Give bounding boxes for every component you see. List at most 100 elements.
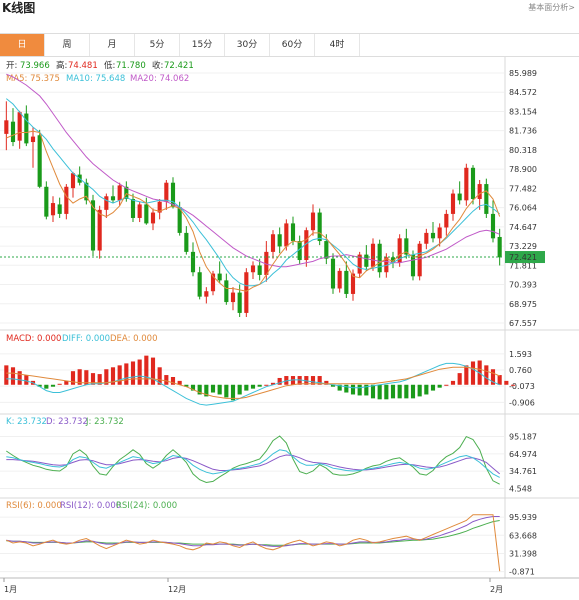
diff-label: DIFF: 0.000 xyxy=(62,334,110,344)
candle-up xyxy=(477,184,482,199)
candle-down xyxy=(317,212,322,242)
tab-2[interactable]: 月 xyxy=(90,34,135,56)
tab-5[interactable]: 30分 xyxy=(225,34,270,56)
macd-bar xyxy=(417,384,422,397)
price-tick-label: 76.064 xyxy=(509,204,537,213)
tab-7[interactable]: 4时 xyxy=(315,34,360,56)
macd-bar xyxy=(410,384,416,399)
candle-up xyxy=(357,254,362,274)
macd-legend: MACD: 0.000 DIFF: 0.000 DEA: 0.000 xyxy=(6,334,157,344)
price-tick-label: 67.557 xyxy=(509,319,537,328)
candle-up xyxy=(270,234,276,252)
candle-up xyxy=(370,243,376,267)
candle-up xyxy=(30,136,36,143)
tab-4[interactable]: 15分 xyxy=(180,34,225,56)
candle-up xyxy=(244,272,249,313)
candle-down xyxy=(290,223,296,242)
rsi-tick-label: 31.398 xyxy=(509,549,537,558)
candle-up xyxy=(264,251,269,275)
macd-bar xyxy=(84,370,89,385)
macd-bar xyxy=(424,384,429,395)
macd-bar xyxy=(177,380,182,385)
macd-bar xyxy=(504,380,509,385)
macd-bar xyxy=(197,384,202,395)
close-label: 收: xyxy=(152,60,163,71)
macd-bar xyxy=(257,384,262,387)
price-tick-label: 71.811 xyxy=(509,261,537,270)
macd-bar xyxy=(97,374,102,385)
time-axis-label: 1月 xyxy=(4,585,17,594)
candle-down xyxy=(364,254,369,267)
macd-bar xyxy=(404,384,409,399)
tab-0[interactable]: 日 xyxy=(0,34,45,56)
macd-bar xyxy=(150,357,156,385)
k-label: K: 23.732 xyxy=(6,417,47,427)
candle-down xyxy=(470,167,476,199)
candle-up xyxy=(230,292,236,303)
rsi-tick-label: 63.668 xyxy=(509,531,537,540)
macd-tick-label: 1.593 xyxy=(509,350,532,359)
macd-bar xyxy=(270,382,276,385)
macd-bar xyxy=(137,359,142,385)
fundamental-analysis-link[interactable]: 基本面分析> xyxy=(528,3,575,12)
rsi-tick-label: -0.871 xyxy=(509,568,535,577)
candle-up xyxy=(464,167,469,201)
candle-down xyxy=(44,186,49,217)
macd-bar xyxy=(357,384,362,396)
macd-bar xyxy=(364,384,369,396)
macd-bar xyxy=(210,384,216,393)
rsi-tick-label: 95.939 xyxy=(509,513,537,522)
macd-bar xyxy=(264,384,269,386)
candle-down xyxy=(170,182,176,208)
candle-down xyxy=(37,135,42,187)
macd-bar xyxy=(377,384,382,400)
macd-bar xyxy=(510,384,516,386)
candle-up xyxy=(64,186,69,214)
candle-down xyxy=(177,207,182,233)
candle-down xyxy=(110,196,116,201)
open-value: 73.966 xyxy=(20,61,50,71)
ma10-label: MA10: 75.648 xyxy=(66,74,125,84)
candle-down xyxy=(484,184,489,214)
macd-bar xyxy=(384,384,389,400)
tab-6[interactable]: 60分 xyxy=(270,34,315,56)
macd-bar xyxy=(457,373,462,385)
candle-up xyxy=(384,257,389,273)
macd-bar xyxy=(490,369,496,385)
candle-down xyxy=(297,241,302,261)
macd-bar xyxy=(50,384,56,387)
candle-up xyxy=(17,112,22,141)
macd-bar xyxy=(104,369,109,385)
macd-bar xyxy=(464,365,469,385)
period-tabs: 日周月 5分 15分 30分 60分 4时 xyxy=(0,33,579,57)
candle-down xyxy=(124,186,129,199)
candle-down xyxy=(344,270,349,294)
macd-bar xyxy=(317,376,322,385)
macd-bar xyxy=(164,375,169,385)
kdj-legend: K: 23.732 D: 23.732 J: 23.732 xyxy=(6,417,124,427)
kdj-j-line xyxy=(6,435,500,485)
kdj-tick-label: 64.974 xyxy=(509,450,537,459)
ma20-label: MA20: 74.062 xyxy=(130,74,189,84)
tab-1[interactable]: 周 xyxy=(45,34,90,56)
macd-bar xyxy=(217,384,222,395)
candle-up xyxy=(104,196,109,210)
macd-bar xyxy=(390,384,396,399)
tab-3[interactable]: 5分 xyxy=(135,34,180,56)
dea-label: DEA: 0.000 xyxy=(110,334,157,344)
macd-bar xyxy=(277,377,282,385)
candle-down xyxy=(430,232,436,239)
candle-up xyxy=(444,213,449,228)
candle-down xyxy=(257,265,262,275)
d-label: D: 23.732 xyxy=(46,417,88,427)
ma-legend: MA5: 75.375 MA10: 75.648 MA20: 74.062 xyxy=(6,74,189,84)
candle-down xyxy=(190,251,196,273)
header: K线图 基本面分析> xyxy=(0,0,579,18)
candle-down xyxy=(277,234,282,247)
macd-bar xyxy=(44,384,49,389)
candle-down xyxy=(130,198,136,218)
candle-down xyxy=(197,272,202,297)
macd-bar xyxy=(117,365,122,385)
price-tick-label: 68.975 xyxy=(509,300,537,309)
